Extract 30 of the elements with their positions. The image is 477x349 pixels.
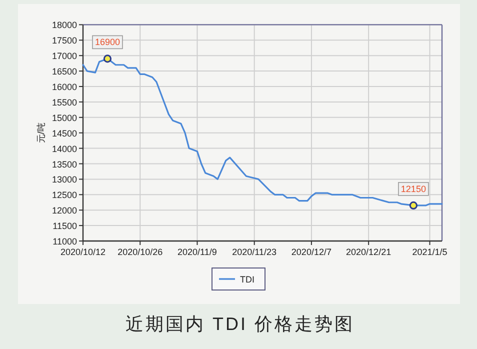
y-tick-label: 18000 [52,20,77,30]
x-tick-label: 2020/10/26 [118,247,163,257]
y-tick-label: 13500 [52,159,77,170]
y-tick-label: 14000 [52,144,77,154]
y-tick-label: 14500 [52,128,77,138]
y-axis-title: 元/吨 [36,122,46,144]
x-tick-label: 2020/12/21 [346,247,392,257]
y-tick-label: 15000 [52,112,77,123]
y-tick-label: 12000 [52,206,77,216]
x-tick-label: 2021/1/5 [412,247,448,257]
y-tick-label: 12500 [52,190,77,200]
y-tick-label: 17000 [52,51,77,62]
x-tick-label: 2020/11/9 [178,247,217,257]
annotation: 12150 [398,182,429,210]
y-tick-label: 15500 [52,97,77,108]
x-tick-label: 2020/11/23 [232,247,277,257]
legend: TDI [212,268,266,290]
y-tick-label: 13000 [52,174,77,185]
text: 近期国内 TDI 价格走势图 [126,314,354,334]
y-tick-label: 17500 [52,36,77,46]
x-tick-label: 2020/12/7 [291,247,332,257]
x-tick-label: 2020/10/12 [60,247,106,257]
y-tick-label: 11000 [52,236,77,246]
legend-label: TDI [240,274,254,284]
annotation: 16900 [92,35,123,63]
y-tick-label: 11500 [52,221,77,232]
annotation: 12150 [400,184,426,194]
annotation: 16900 [94,37,120,48]
y-tick-label: 16000 [52,82,77,92]
y-tick-label: 16500 [52,66,77,77]
